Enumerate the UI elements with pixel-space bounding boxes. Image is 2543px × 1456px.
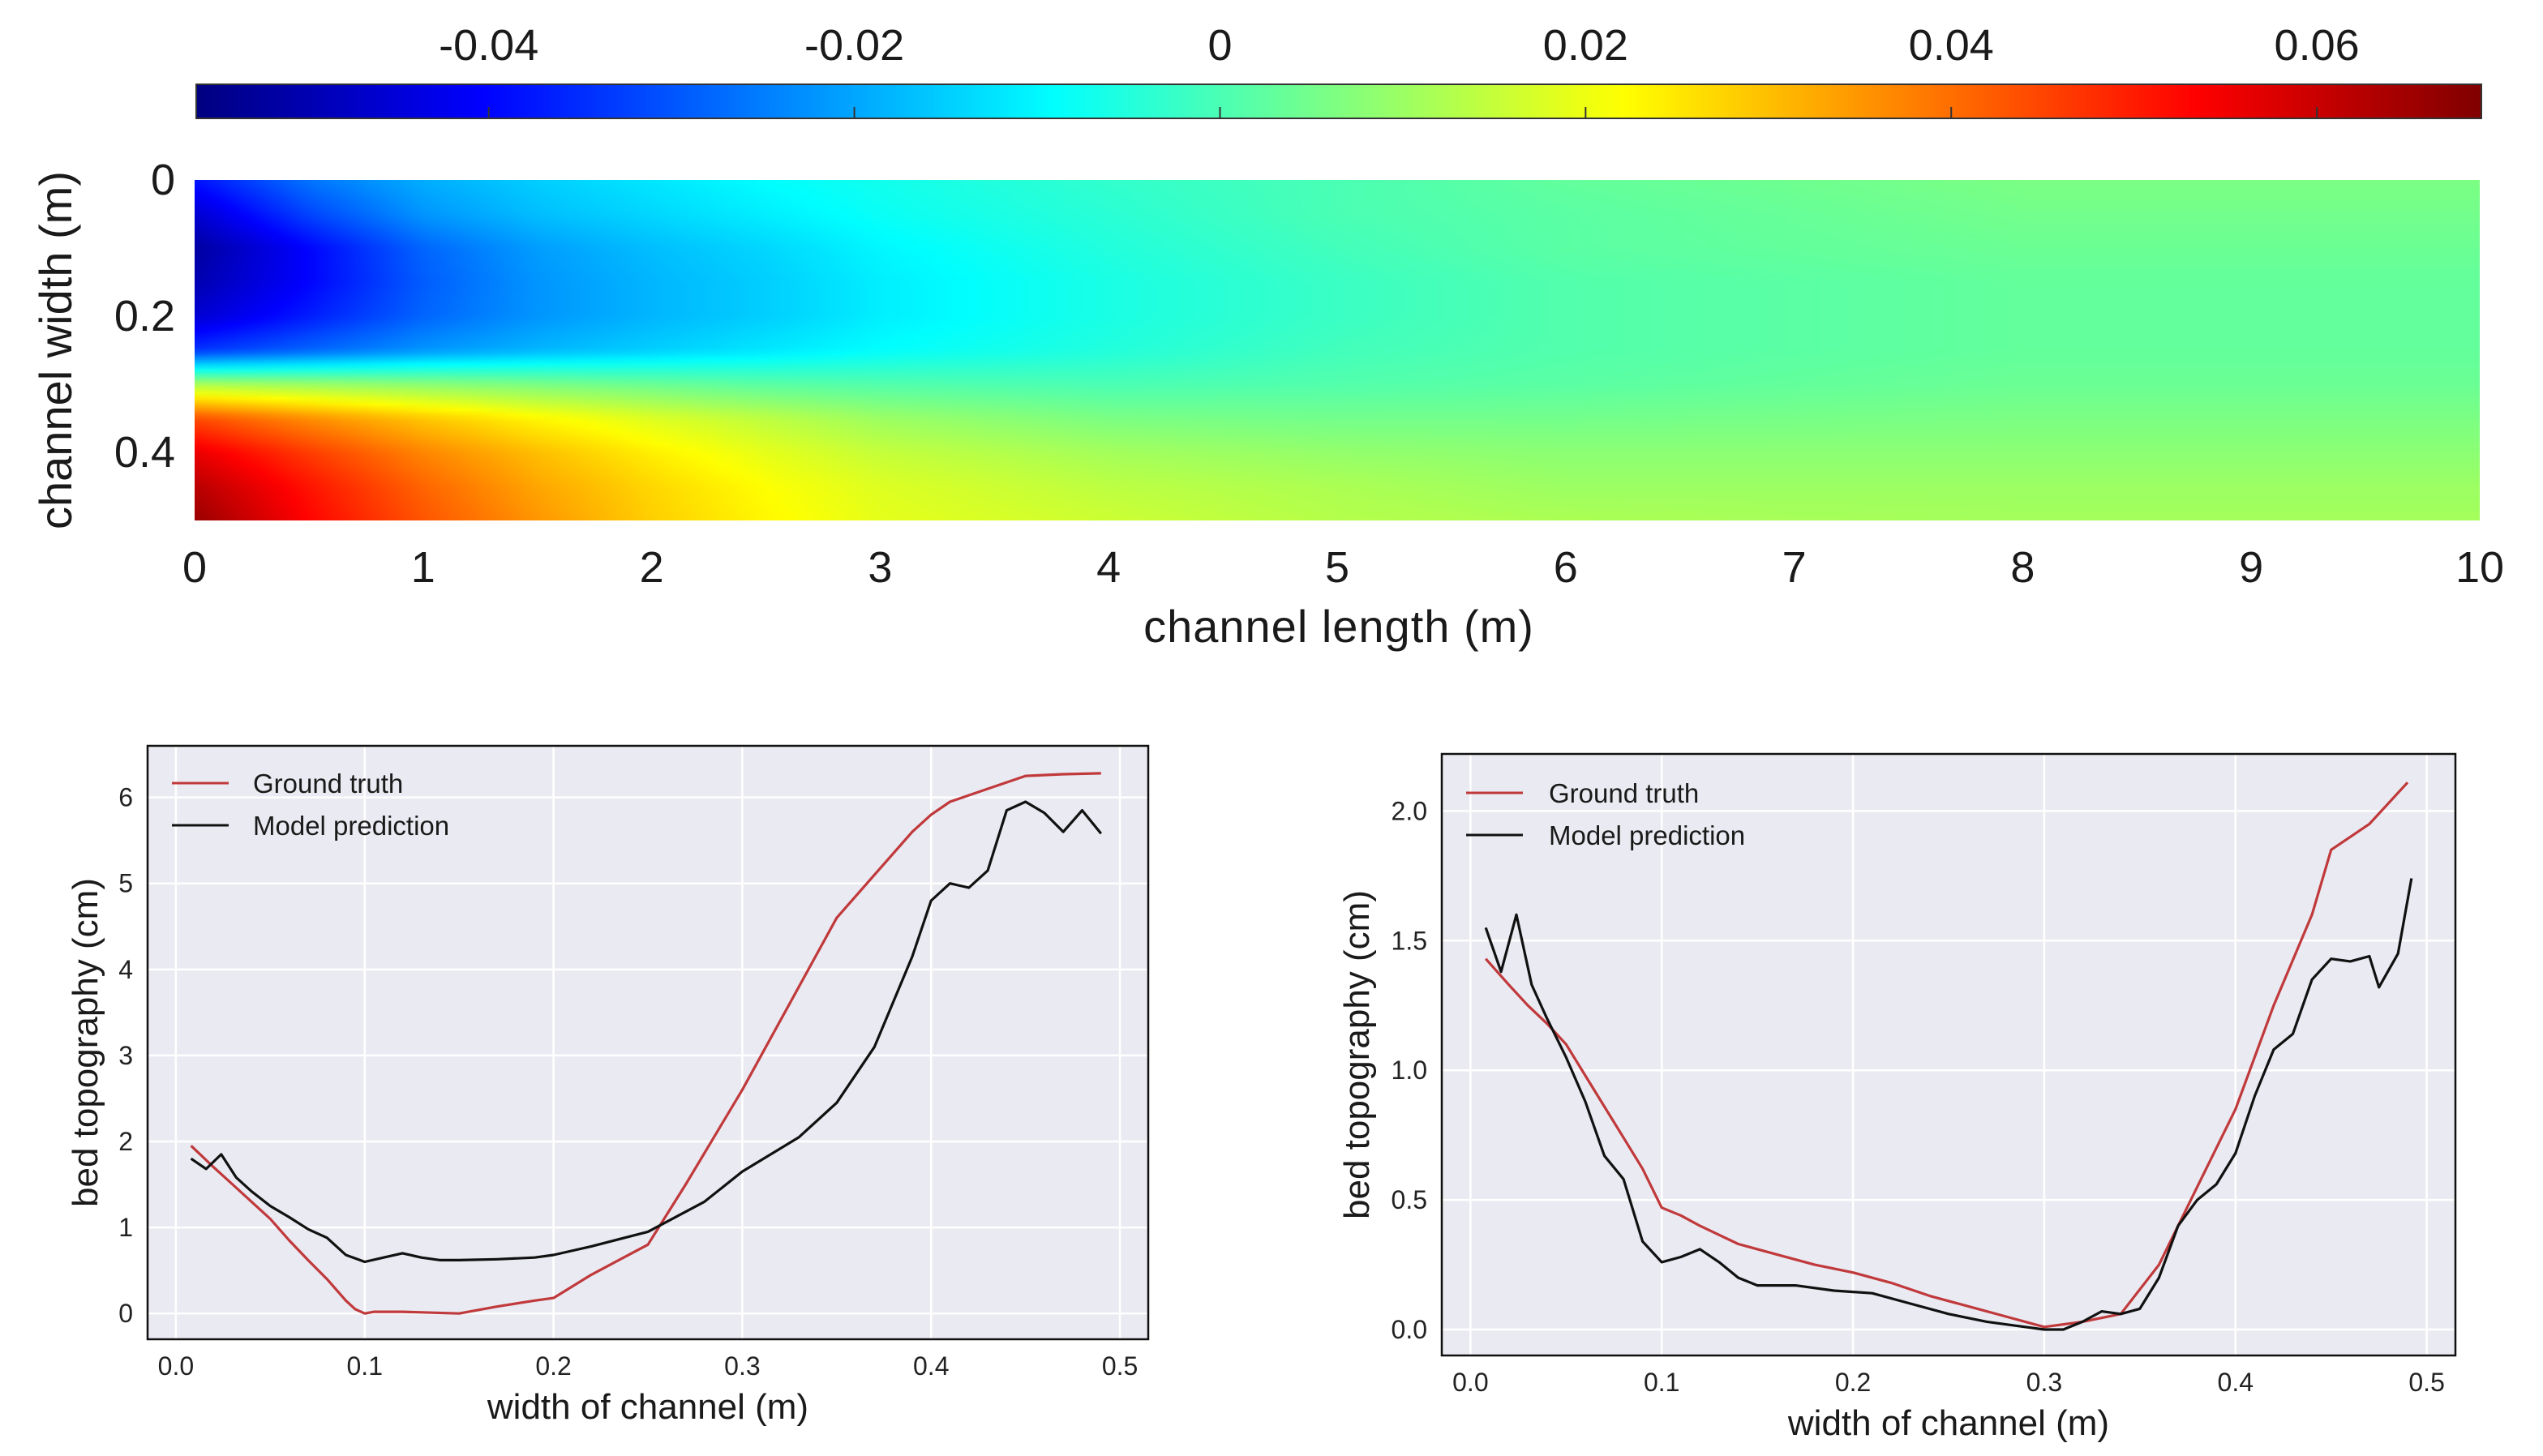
colorbar-tick-label: 0.04 xyxy=(1909,21,1994,70)
y-tick-label: 2 xyxy=(118,1127,133,1156)
heatmap-x-tick-label: 6 xyxy=(1554,543,1578,592)
y-tick-label: 3 xyxy=(118,1041,133,1070)
y-tick-label: 1 xyxy=(118,1213,133,1242)
heatmap-x-tick-label: 4 xyxy=(1096,543,1121,592)
plot-background-left xyxy=(148,746,1148,1339)
x-axis-label-right: width of channel (m) xyxy=(1787,1403,2109,1443)
x-tick-label: 0.5 xyxy=(2408,1368,2444,1397)
heatmap-x-tick-label: 10 xyxy=(2455,543,2504,592)
heatmap-x-tick-label: 0 xyxy=(182,543,207,592)
series-right xyxy=(1484,782,2413,1331)
legend-label-model-prediction: Model prediction xyxy=(1549,820,1745,850)
heatmap-x-tick-label: 1 xyxy=(411,543,435,592)
x-tick-label: 0.0 xyxy=(158,1351,194,1381)
y-tick-label: 0.0 xyxy=(1392,1315,1427,1344)
y-axis-label-right: bed topography (cm) xyxy=(1337,890,1377,1219)
tick-labels-left: 0.0 0.1 0.2 0.3 0.4 0.5 0 1 2 3 4 5 6 xyxy=(118,783,1138,1381)
x-tick-label: 0.2 xyxy=(535,1351,571,1381)
heatmap-image xyxy=(195,180,2480,520)
plot-background-right xyxy=(1442,754,2455,1355)
colorbar xyxy=(195,84,2482,119)
heatmap-y-tick-label: 0.2 xyxy=(114,292,175,340)
series-line-ground-truth xyxy=(190,772,1101,1315)
heatmap-y-tick-labels: 0 0.2 0.4 xyxy=(114,156,175,477)
plot-frame-right xyxy=(1440,752,2457,1357)
y-tick-label: 0 xyxy=(118,1299,133,1328)
heatmap-x-tick-label: 9 xyxy=(2239,543,2263,592)
heatmap-x-axis-label: channel length (m) xyxy=(1143,601,1534,652)
heatmap-x-tick-label: 7 xyxy=(1782,543,1807,592)
y-tick-label: 0.5 xyxy=(1392,1185,1427,1214)
colorbar-tick-label: -0.02 xyxy=(804,21,904,70)
x-tick-label: 0.4 xyxy=(913,1351,949,1381)
y-tick-label: 1.5 xyxy=(1392,926,1427,955)
series-line-model-prediction xyxy=(1484,878,2413,1331)
y-tick-label: 6 xyxy=(118,783,133,812)
y-tick-label: 4 xyxy=(118,955,133,984)
x-tick-label: 0.3 xyxy=(724,1351,760,1381)
series-left xyxy=(190,772,1103,1315)
heatmap-y-tick-label: 0 xyxy=(151,156,175,204)
y-axis-label-left: bed topography (cm) xyxy=(66,878,105,1207)
heatmap-panel: -0.04 -0.02 0 0.02 0.04 0.06 0 1 2 3 4 5 6 7 8 9 10 0 0.… xyxy=(30,21,2504,652)
x-tick-label: 0.1 xyxy=(347,1351,383,1381)
heatmap-x-tick-label: 5 xyxy=(1325,543,1349,592)
colorbar-tick-label: 0 xyxy=(1207,21,1232,70)
y-tick-label: 5 xyxy=(118,869,133,898)
heatmap-field xyxy=(195,180,2480,520)
line-chart-left: 0.0 0.1 0.2 0.3 0.4 0.5 0 1 2 3 4 5 6 Ground truth M… xyxy=(66,744,1150,1427)
series-line-model-prediction xyxy=(190,800,1103,1264)
x-tick-label: 0.2 xyxy=(1835,1368,1871,1397)
colorbar-tick-label: 0.06 xyxy=(2275,21,2360,70)
y-tick-label: 1.0 xyxy=(1392,1056,1427,1085)
legend-label-model-prediction: Model prediction xyxy=(253,811,449,841)
grid-left xyxy=(148,746,1148,1339)
heatmap-x-tick-labels: 0 1 2 3 4 5 6 7 8 9 10 xyxy=(182,543,2504,592)
legend-label-ground-truth: Ground truth xyxy=(1549,778,1699,808)
x-axis-label-left: width of channel (m) xyxy=(487,1387,808,1427)
line-chart-right: 0.0 0.1 0.2 0.3 0.4 0.5 0.0 0.5 1.0 1.5 2.0 Ground… xyxy=(1337,752,2457,1443)
series-line-ground-truth xyxy=(1485,782,2409,1329)
plot-frame-left xyxy=(146,744,1150,1341)
heatmap-x-tick-label: 2 xyxy=(640,543,664,592)
legend-right: Ground truth Model prediction xyxy=(1466,778,1745,850)
x-tick-label: 0.4 xyxy=(2218,1368,2254,1397)
heatmap-x-tick-label: 3 xyxy=(868,543,892,592)
x-tick-label: 0.1 xyxy=(1644,1368,1679,1397)
y-tick-label: 2.0 xyxy=(1392,796,1427,825)
legend-label-ground-truth: Ground truth xyxy=(253,769,403,799)
colorbar-tick-label: -0.04 xyxy=(439,21,538,70)
grid-right xyxy=(1442,754,2455,1355)
x-tick-label: 0.5 xyxy=(1102,1351,1138,1381)
heatmap-y-axis-label: channel width (m) xyxy=(30,171,81,529)
x-tick-label: 0.0 xyxy=(1452,1368,1488,1397)
heatmap-x-tick-label: 8 xyxy=(2010,543,2035,592)
x-tick-label: 0.3 xyxy=(2026,1368,2062,1397)
tick-labels-right: 0.0 0.1 0.2 0.3 0.4 0.5 0.0 0.5 1.0 1.5 2.0 xyxy=(1392,796,2445,1397)
colorbar-tick-label: 0.02 xyxy=(1543,21,1628,70)
colorbar-tick-labels: -0.04 -0.02 0 0.02 0.04 0.06 xyxy=(439,21,2360,70)
colorbar-ticks xyxy=(487,107,2318,118)
heatmap-y-tick-label: 0.4 xyxy=(114,428,175,477)
legend-left: Ground truth Model prediction xyxy=(172,769,449,841)
